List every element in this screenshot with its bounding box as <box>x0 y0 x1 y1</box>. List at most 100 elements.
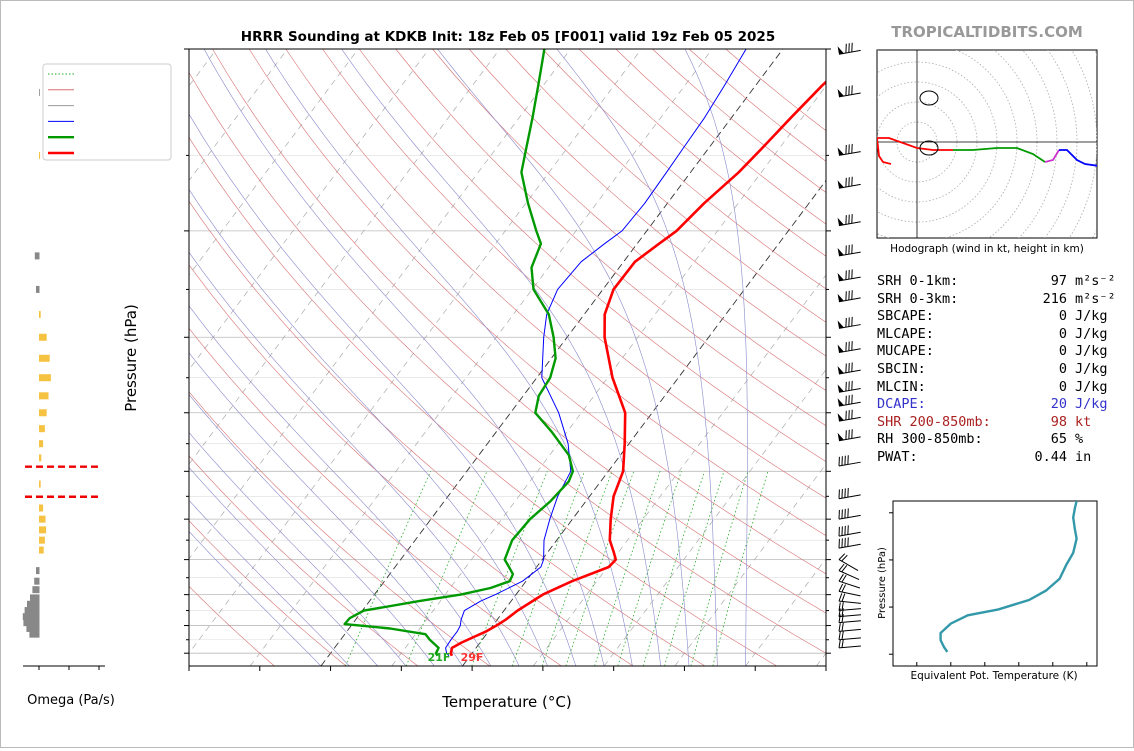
pseudoadiabat <box>189 305 492 666</box>
wind-barb <box>838 537 861 549</box>
omega-bar <box>39 151 41 159</box>
barb-staff <box>838 494 861 500</box>
wind-barb <box>837 244 861 257</box>
stat-label: MLCAPE: <box>877 325 934 342</box>
barb-flag <box>837 366 844 374</box>
mixing-ratio-line <box>511 471 585 666</box>
barb-feather <box>847 508 849 518</box>
omega-bar <box>39 546 44 554</box>
hodo-segment <box>877 137 892 165</box>
barb-staff <box>838 628 861 632</box>
mixing-ratio-line <box>690 471 749 666</box>
mixing-ratio-line <box>565 471 635 666</box>
barb-staff <box>838 645 861 649</box>
barb-feather <box>844 508 846 519</box>
stat-row: SBCIN: 0 J/kg <box>877 361 1108 379</box>
skewt-background-lines <box>189 49 826 666</box>
barb-feather <box>848 341 850 351</box>
wind-barb <box>838 455 861 467</box>
barb-feather <box>845 410 847 420</box>
wind-barb <box>837 214 861 227</box>
stat-unit: J/kg <box>1075 378 1108 395</box>
barb-staff <box>838 600 861 604</box>
barb-feather <box>851 269 853 279</box>
dry-adiabat <box>432 49 826 391</box>
barb-flag <box>837 344 844 353</box>
barb-staff <box>838 637 861 641</box>
omega-panel <box>22 88 105 670</box>
barb-feather <box>845 291 847 301</box>
pseudoadiabat <box>189 467 378 666</box>
pseudoadiabat <box>684 49 748 666</box>
barb-staff <box>838 570 860 581</box>
barb-feather <box>838 608 841 617</box>
storm-motion-marker <box>919 140 939 156</box>
barb-feather <box>844 455 846 465</box>
barb-feather <box>845 215 847 225</box>
stat-label: SRH 0-1km: <box>877 273 959 289</box>
stat-row: PWAT: 0.44 in <box>877 449 1107 467</box>
stat-value: 0 <box>1058 343 1067 360</box>
barb-feather <box>851 380 853 391</box>
dry-adiabat <box>395 49 826 427</box>
barb-feather <box>847 455 849 465</box>
stat-unit: kt <box>1075 413 1092 430</box>
omega-bar <box>22 613 40 621</box>
omega-bar <box>39 310 41 318</box>
barb-staff <box>838 92 861 98</box>
pseudoadiabat <box>556 49 718 666</box>
mixing-ratio-line <box>471 471 548 666</box>
wind-barb <box>838 639 861 649</box>
barb-feather <box>847 525 849 535</box>
barb-feather <box>841 456 843 466</box>
wind-barb <box>837 380 861 393</box>
omega-bar <box>26 624 40 632</box>
barb-staff <box>838 461 861 467</box>
isotherm--70 <box>189 49 430 371</box>
wind-barb <box>838 487 861 500</box>
pseudoadiabat <box>189 531 322 666</box>
dry-adiabat <box>189 136 777 666</box>
barb-feather <box>845 342 847 352</box>
stat-value: 98 <box>1050 413 1067 430</box>
skewt-ylabel: Pressure (hPa) <box>122 304 140 412</box>
surface-temp-label: 29F <box>461 651 484 664</box>
dry-adiabat <box>248 49 826 575</box>
stat-unit: in <box>1075 448 1092 465</box>
barb-feather <box>841 622 844 632</box>
barb-feather <box>845 177 847 188</box>
wind-barb <box>837 341 861 354</box>
hodograph <box>877 50 1097 238</box>
barb-feather <box>851 143 853 154</box>
barb-flag <box>837 320 844 329</box>
omega-bar <box>36 285 40 293</box>
omega-bar <box>39 354 50 362</box>
barb-staff <box>838 276 861 282</box>
barb-feather <box>841 631 844 640</box>
barb-feather <box>841 538 843 548</box>
omega-bar <box>39 88 40 96</box>
stat-row: SBCAPE: 0 J/kg <box>877 308 1108 326</box>
stat-row: SRH 0-1km: 97 m²s⁻² <box>877 273 1116 291</box>
barb-feather <box>851 429 853 439</box>
stat-label: PWAT: <box>877 448 918 465</box>
barb-feather <box>838 602 841 611</box>
wind-barb <box>837 290 861 303</box>
isotherm--60 <box>189 49 501 465</box>
stat-unit: m²s⁻² <box>1075 273 1116 289</box>
omega-bar <box>39 374 51 382</box>
stat-value: 0.44 <box>1034 448 1067 465</box>
dry-adiabat <box>189 585 275 666</box>
barb-feather <box>845 270 847 280</box>
pseudoadiabat <box>189 394 435 666</box>
barb-feather <box>845 363 847 373</box>
omega-bar <box>39 440 44 448</box>
theta-e-ticks <box>889 512 1088 666</box>
barb-feather <box>851 394 853 404</box>
barb-flag <box>837 398 844 407</box>
stat-value: 97 <box>1050 273 1067 289</box>
barb-feather <box>851 341 853 351</box>
stat-value: 65 <box>1050 431 1067 448</box>
omega-bar <box>30 594 40 602</box>
